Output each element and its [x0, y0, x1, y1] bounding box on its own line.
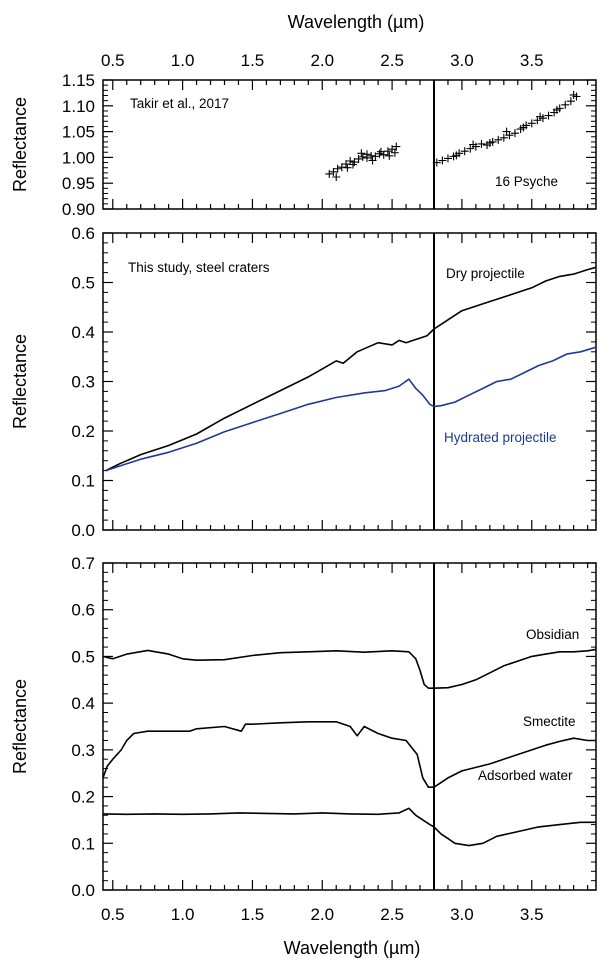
bottom-x-tick-label: 2.5	[380, 905, 404, 924]
data-point-plus	[527, 119, 536, 128]
y-tick-label: 1.05	[62, 123, 95, 142]
y-tick-label: 0.7	[71, 554, 95, 573]
data-point-plus	[362, 150, 371, 159]
series-line-smectite	[102, 721, 596, 788]
data-point-plus	[443, 154, 452, 163]
bottom-x-tick-label: 3.5	[520, 905, 544, 924]
data-point-plus	[502, 127, 511, 136]
bottom-x-tick-label: 1.5	[241, 905, 265, 924]
bottom-x-tick-label: 2.0	[310, 905, 334, 924]
data-point-plus	[390, 148, 399, 157]
data-point-plus	[477, 139, 486, 148]
top-x-tick-label: 0.5	[101, 51, 125, 70]
data-point-plus	[376, 147, 385, 156]
top-x-tick-label: 2.5	[380, 51, 404, 70]
data-point-plus	[343, 163, 352, 172]
panel-psyche	[102, 79, 597, 210]
y-tick-label: 1.10	[62, 97, 95, 116]
top-x-tick-label: 3.0	[450, 51, 474, 70]
y-tick-label: 1.15	[62, 71, 95, 90]
data-point-plus	[519, 123, 528, 132]
data-point-plus	[499, 133, 508, 142]
data-point-plus	[325, 169, 334, 178]
data-point-plus	[510, 129, 519, 138]
y-tick-label: 0.0	[71, 881, 95, 900]
data-point-plus	[333, 164, 342, 173]
label-dry-projectile: Dry projectile	[446, 266, 525, 281]
y-tick-label: 0.6	[71, 224, 95, 243]
data-point-plus	[561, 100, 570, 109]
y-tick-label: 0.2	[71, 422, 95, 441]
y-tick-label: 0.1	[71, 472, 95, 491]
data-point-plus	[342, 160, 351, 169]
y-tick-label: 0.2	[71, 788, 95, 807]
y-tick-label: 0.4	[71, 323, 95, 342]
y-tick-label: 0.3	[71, 741, 95, 760]
series-line-adsorbed-water	[102, 807, 596, 847]
top-x-axis-title: Wavelength (µm)	[288, 12, 425, 32]
bottom-x-tick-label: 1.0	[171, 905, 195, 924]
y-tick-label: 0.0	[71, 521, 95, 540]
y-tick-label: 1.00	[62, 148, 95, 167]
bottom-x-tick-label: 0.5	[101, 905, 125, 924]
data-point-plus	[383, 147, 392, 156]
annotation-target: 16 Psyche	[495, 174, 558, 189]
data-point-plus	[566, 97, 575, 106]
y-tick-label: 0.95	[62, 174, 95, 193]
data-point-plus	[466, 144, 475, 153]
series-line-dry-projectile	[105, 266, 597, 472]
plot-frame-psyche	[102, 79, 597, 210]
y-tick-label: 0.3	[71, 373, 95, 392]
label-hydrated-projectile: Hydrated projectile	[444, 430, 557, 445]
label-obsidian: Obsidian	[526, 627, 579, 642]
plot-frame-minerals	[102, 562, 597, 891]
bottom-x-tick-label: 3.0	[450, 905, 474, 924]
data-point-plus	[452, 151, 461, 160]
data-point-plus	[432, 158, 441, 167]
series-line-obsidian	[102, 648, 597, 689]
label-smectite: Smectite	[523, 714, 576, 729]
y-tick-label: 0.5	[71, 647, 95, 666]
annotation-source: Takir et al., 2017	[130, 96, 229, 111]
panel-minerals	[102, 562, 597, 891]
y-axis-title: Reflectance	[10, 97, 30, 192]
data-point-plus	[460, 147, 469, 156]
y-tick-label: 0.1	[71, 834, 95, 853]
top-x-tick-label: 2.0	[310, 51, 334, 70]
data-point-plus	[375, 149, 384, 158]
data-point-plus	[385, 151, 394, 160]
data-point-plus	[544, 111, 553, 120]
data-point-plus	[392, 142, 401, 151]
data-point-plus	[494, 135, 503, 144]
y-axis-title: Reflectance	[10, 334, 30, 429]
top-x-tick-label: 1.5	[241, 51, 265, 70]
top-x-tick-label: 3.5	[520, 51, 544, 70]
y-tick-label: 0.4	[71, 694, 95, 713]
annotation-study-title: This study, steel craters	[128, 260, 270, 275]
y-tick-label: 0.6	[71, 601, 95, 620]
data-point-plus	[569, 90, 578, 99]
y-axis-title: Reflectance	[10, 679, 30, 774]
label-adsorbed-water: Adsorbed water	[478, 768, 573, 783]
data-point-plus	[332, 173, 341, 182]
data-point-plus	[358, 152, 367, 161]
data-point-plus	[438, 156, 447, 165]
data-point-plus	[469, 140, 478, 149]
data-point-plus	[485, 138, 494, 147]
data-point-plus	[348, 160, 357, 169]
y-tick-label: 0.5	[71, 274, 95, 293]
data-point-plus	[536, 112, 545, 121]
top-x-tick-label: 1.0	[171, 51, 195, 70]
data-point-plus	[552, 105, 561, 114]
data-point-plus	[354, 154, 363, 163]
series-line-hydrated-projectile	[105, 346, 597, 472]
data-point-plus	[371, 152, 380, 161]
data-point-plus	[329, 167, 338, 176]
data-point-plus	[368, 156, 377, 165]
y-tick-label: 0.90	[62, 200, 95, 219]
data-point-plus	[357, 149, 366, 158]
bottom-x-axis-title: Wavelength (µm)	[284, 938, 421, 958]
panel-steel	[102, 232, 597, 531]
